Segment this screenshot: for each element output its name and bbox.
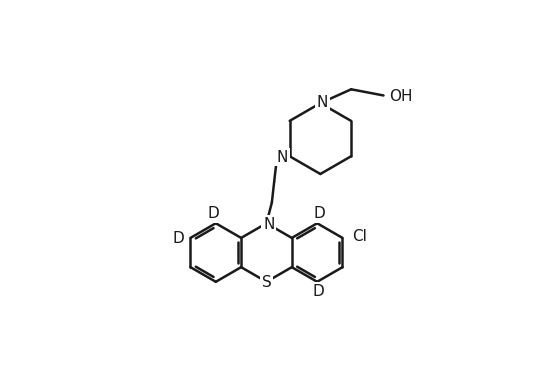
Text: OH: OH [389,89,412,104]
Text: Cl: Cl [352,229,367,244]
Text: N: N [263,217,274,232]
Text: N: N [317,95,328,110]
Text: D: D [172,231,184,246]
Text: N: N [276,150,288,164]
Text: S: S [262,275,271,290]
Text: D: D [313,284,324,299]
Text: D: D [207,206,219,221]
Text: D: D [314,206,326,221]
